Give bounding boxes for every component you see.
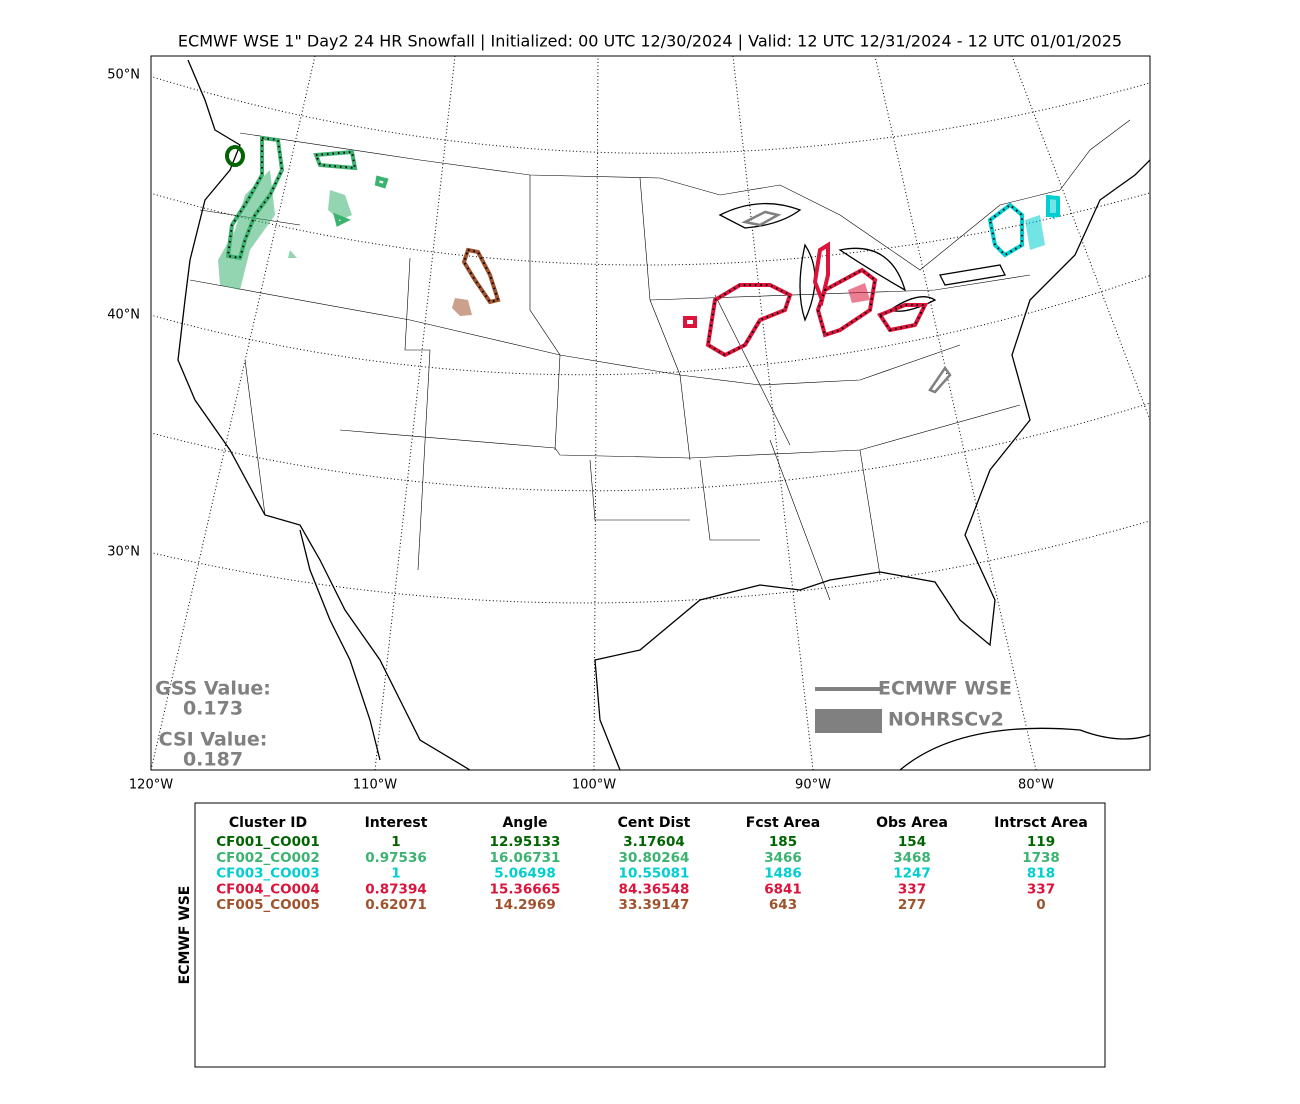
- table-frame: [194, 802, 1106, 1068]
- lat-label: 40°N: [107, 308, 140, 323]
- score-value: 0.187: [183, 749, 243, 771]
- table-cell: 337: [1027, 881, 1055, 897]
- table-cell: 10.55081: [619, 866, 690, 882]
- table-cell: 14.2969: [494, 897, 556, 913]
- table-cell: 15.36665: [490, 881, 561, 897]
- coastline: [594, 159, 1150, 770]
- lon-label: 80°W: [1018, 778, 1054, 793]
- score-label: CSI Value:: [159, 729, 268, 751]
- forecast-dots: [226, 136, 1023, 357]
- legend: ECMWF WSE NOHRSCv2: [815, 678, 1012, 733]
- table-cell: 337: [898, 881, 926, 897]
- table-cell: CF005_CO005: [216, 897, 320, 913]
- header-cell: Cent Dist: [618, 815, 691, 831]
- border: [189, 175, 1031, 601]
- table-cell: 6841: [764, 881, 802, 897]
- table-cell: 1738: [1022, 850, 1060, 866]
- coastline: [299, 529, 381, 761]
- table-cell: 818: [1027, 866, 1055, 882]
- side-label: ECMWF WSE: [177, 886, 193, 985]
- table-cell: 154: [898, 834, 926, 850]
- table-cell: CF003_CO003: [216, 866, 320, 882]
- lon-labels: 120°W 110°W 100°W 90°W 80°W: [129, 778, 1054, 793]
- lat-label: 50°N: [107, 68, 140, 83]
- table-cell: 16.06731: [490, 850, 561, 866]
- border: [239, 119, 1131, 271]
- lon-label: 110°W: [353, 778, 397, 793]
- graticule: [593, 56, 599, 770]
- coastline: [177, 59, 471, 770]
- table-cell: CF004_CO004: [216, 881, 320, 897]
- score-value: 0.173: [183, 698, 243, 720]
- table-cell: 643: [769, 897, 797, 913]
- table-cell: 1: [391, 866, 400, 882]
- table-cell: 0.97536: [365, 850, 427, 866]
- graticule: [732, 56, 814, 770]
- lat-labels: 50°N 40°N 30°N: [107, 68, 140, 560]
- legend-label: NOHRSCv2: [888, 709, 1004, 731]
- table-cell: 12.95133: [490, 834, 561, 850]
- header-cell: Intrsct Area: [994, 815, 1088, 831]
- graticule: [151, 75, 1150, 154]
- table-cell: 3466: [764, 850, 802, 866]
- table-cell: 277: [898, 897, 926, 913]
- table-cell: CF001_CO001: [216, 834, 320, 850]
- header-cell: Obs Area: [876, 815, 948, 831]
- legend-label: ECMWF WSE: [878, 678, 1012, 700]
- table-cell: 33.39147: [619, 897, 690, 913]
- graticule: [151, 520, 1150, 604]
- graticule: [151, 402, 1150, 492]
- coastline: [899, 727, 1150, 770]
- header-cell: Fcst Area: [746, 815, 820, 831]
- lon-label: 120°W: [129, 778, 173, 793]
- lake: [718, 202, 1006, 322]
- table-cell: 1: [391, 834, 400, 850]
- table-cell: 0.87394: [365, 881, 427, 897]
- table-cell: 5.06498: [494, 866, 556, 882]
- table-cell: 84.36548: [619, 881, 690, 897]
- score-label: GSS Value:: [155, 678, 271, 700]
- table-cell: 119: [1027, 834, 1055, 850]
- lat-label: 30°N: [107, 545, 140, 560]
- observed-areas: [218, 170, 1058, 316]
- forecast-areas: [225, 135, 1060, 394]
- graticule: [874, 56, 1037, 770]
- map: 50°N 40°N 30°N 120°W 110°W 100°W 90°W 80…: [107, 55, 1151, 793]
- graticule: [151, 274, 1150, 376]
- lon-label: 100°W: [572, 778, 616, 793]
- graticule: [374, 56, 456, 770]
- table-cell: CF002_CO002: [216, 850, 320, 866]
- table-cell: 1486: [764, 866, 802, 882]
- legend-swatch: [815, 709, 882, 733]
- map-frame: [150, 55, 1151, 771]
- lon-label: 90°W: [795, 778, 831, 793]
- table-cell: 0.62071: [365, 897, 427, 913]
- table-cell: 185: [769, 834, 797, 850]
- table-cell: 3468: [893, 850, 931, 866]
- table-cell: 1247: [893, 866, 931, 882]
- table: ECMWF WSE Cluster ID Interest Angle Cent Di…: [177, 802, 1106, 1068]
- title: ECMWF WSE 1" Day2 24 HR Snowfall | Initi…: [178, 32, 1122, 51]
- table-cell: 0: [1036, 897, 1045, 913]
- header-cell: Cluster ID: [229, 815, 307, 831]
- table-cell: 3.17604: [623, 834, 685, 850]
- header-cell: Angle: [502, 815, 547, 831]
- scores: GSS Value: 0.173 CSI Value: 0.187: [155, 678, 271, 771]
- table-cell: 30.80264: [619, 850, 690, 866]
- header-cell: Interest: [365, 815, 428, 831]
